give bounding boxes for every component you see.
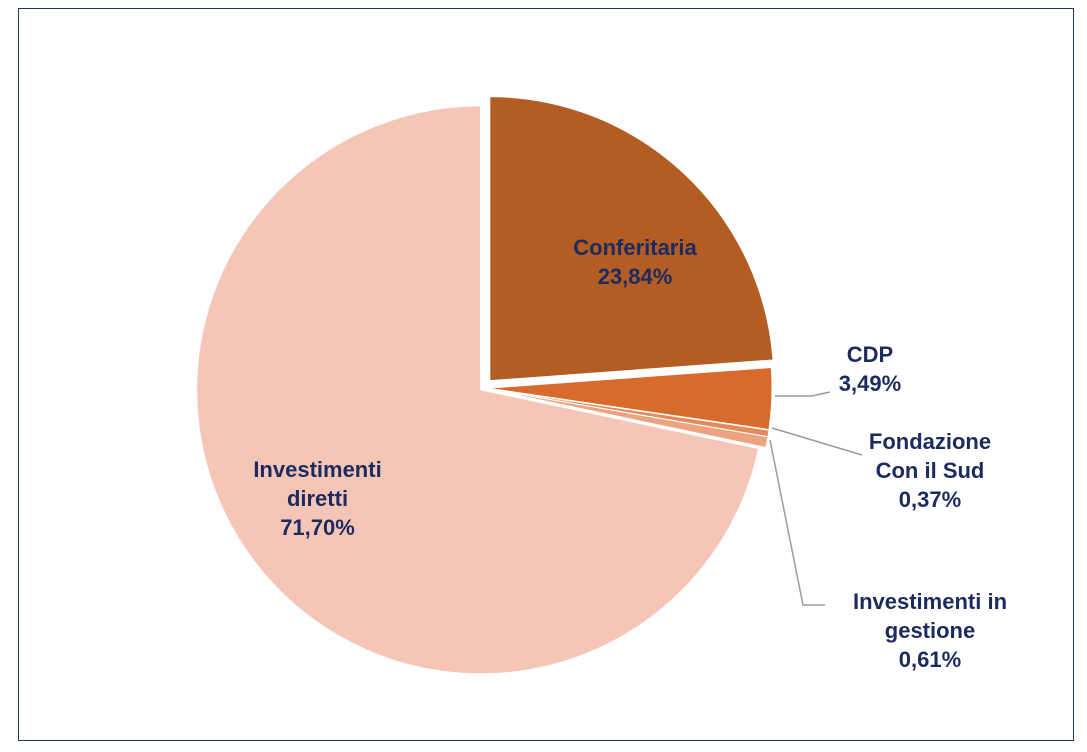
category-label: Conferitaria [573, 235, 697, 260]
slice-label: CDP 3,49% [815, 340, 925, 398]
leader-line [775, 391, 831, 397]
slice-label: Conferitaria 23,84% [535, 233, 735, 291]
value-label: 3,49% [838, 371, 902, 396]
category-label: CDP [846, 342, 894, 367]
chart-frame [18, 8, 1074, 741]
pie-slice [196, 105, 760, 675]
category-label: Investimenti diretti [253, 457, 382, 511]
pie-slice [487, 366, 773, 431]
leader-lines [769, 391, 863, 606]
slice-label: Fondazione Con il Sud 0,37% [860, 427, 1000, 514]
slice-label: Investimenti in gestione 0,61% [830, 587, 1030, 674]
pie-slice [487, 388, 769, 449]
pie-slice [489, 96, 774, 382]
category-label: Fondazione Con il Sud [868, 429, 992, 483]
leader-line [769, 439, 825, 606]
value-label: 23,84% [597, 264, 673, 289]
category-label: Investimenti in gestione [852, 589, 1008, 643]
leader-line [771, 427, 863, 456]
value-label: 0,61% [898, 647, 962, 672]
slice-label: Investimenti diretti 71,70% [220, 455, 415, 542]
value-label: 0,37% [898, 487, 962, 512]
value-label: 71,70% [280, 515, 355, 540]
